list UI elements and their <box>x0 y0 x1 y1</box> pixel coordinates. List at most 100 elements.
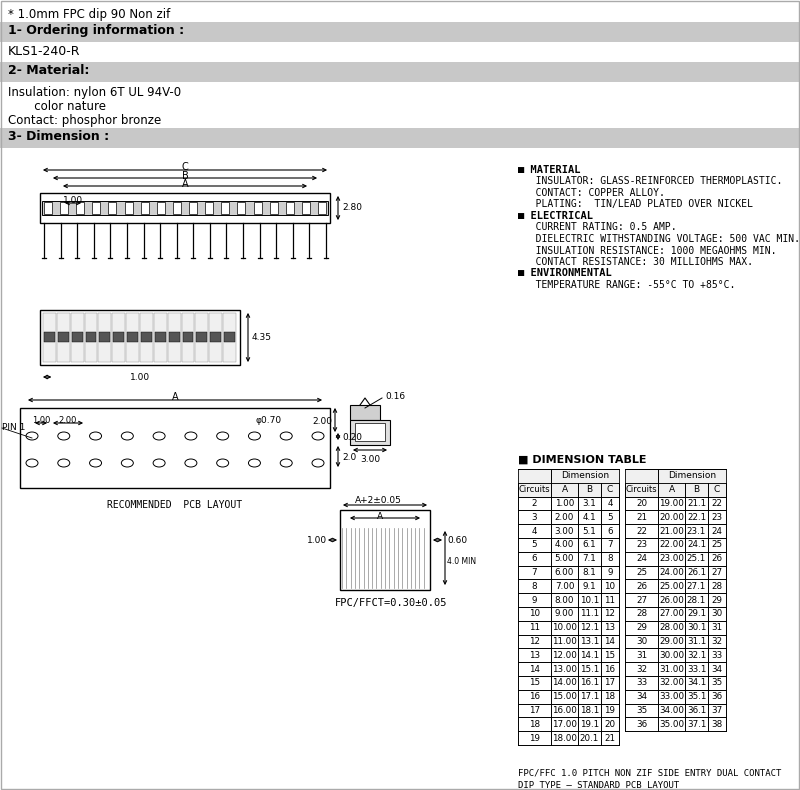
Bar <box>518 621 619 634</box>
Text: 4.0 MIN: 4.0 MIN <box>447 558 476 566</box>
Bar <box>125 202 133 214</box>
Text: 34.1: 34.1 <box>687 679 706 687</box>
Bar <box>20 408 330 488</box>
Text: 36.1: 36.1 <box>687 706 706 715</box>
Text: 26.1: 26.1 <box>687 568 706 577</box>
Text: 26.00: 26.00 <box>659 596 684 604</box>
Ellipse shape <box>312 459 324 467</box>
Text: Contact: phosphor bronze: Contact: phosphor bronze <box>8 114 162 127</box>
Text: A: A <box>669 485 674 495</box>
Bar <box>182 332 194 342</box>
Text: 17.1: 17.1 <box>580 692 599 702</box>
Bar <box>189 202 197 214</box>
Text: 20: 20 <box>636 499 647 508</box>
Text: 21.1: 21.1 <box>687 499 706 508</box>
Text: 6.1: 6.1 <box>582 540 596 549</box>
Text: 22: 22 <box>711 499 722 508</box>
Text: 25: 25 <box>711 540 722 549</box>
Text: 4: 4 <box>532 527 538 536</box>
Bar <box>126 313 139 362</box>
Text: 19: 19 <box>605 706 615 715</box>
Bar <box>625 469 726 483</box>
Text: 8: 8 <box>532 581 538 591</box>
Bar <box>223 313 236 362</box>
Text: 24.1: 24.1 <box>687 540 706 549</box>
Text: 21.00: 21.00 <box>659 527 684 536</box>
Text: 33: 33 <box>711 651 722 660</box>
Text: 25.00: 25.00 <box>659 581 684 591</box>
Bar <box>210 332 221 342</box>
Ellipse shape <box>90 459 102 467</box>
Text: 15: 15 <box>529 679 540 687</box>
Text: 28: 28 <box>711 581 722 591</box>
Ellipse shape <box>122 459 134 467</box>
Text: 20: 20 <box>605 720 615 729</box>
Text: 35: 35 <box>711 679 722 687</box>
Ellipse shape <box>280 432 292 440</box>
Text: FPC/FFC 1.0 PITCH NON ZIF SIDE ENTRY DUAL CONTACT: FPC/FFC 1.0 PITCH NON ZIF SIDE ENTRY DUA… <box>518 769 782 778</box>
Text: CURRENT RATING: 0.5 AMP.: CURRENT RATING: 0.5 AMP. <box>518 223 677 232</box>
Bar <box>518 551 619 566</box>
Bar <box>0 22 800 42</box>
Text: 13.00: 13.00 <box>552 664 577 674</box>
Text: color nature: color nature <box>8 100 106 113</box>
Text: 6.00: 6.00 <box>555 568 574 577</box>
Text: Insulation: nylon 6T UL 94V-0: Insulation: nylon 6T UL 94V-0 <box>8 86 181 99</box>
Text: 3.00: 3.00 <box>554 527 574 536</box>
Text: A: A <box>562 485 567 495</box>
Bar <box>625 551 726 566</box>
Text: 7.00: 7.00 <box>554 581 574 591</box>
Text: 21: 21 <box>605 734 615 743</box>
Bar <box>518 676 619 690</box>
Text: A: A <box>377 512 383 521</box>
Text: 32.00: 32.00 <box>659 679 684 687</box>
Bar <box>518 510 619 525</box>
Text: 0.60: 0.60 <box>447 536 467 545</box>
Text: 24: 24 <box>711 527 722 536</box>
Text: 22.00: 22.00 <box>659 540 684 549</box>
Bar <box>625 717 726 732</box>
Bar <box>625 634 726 649</box>
Bar <box>40 310 240 365</box>
Bar <box>625 593 726 607</box>
Text: 1.00: 1.00 <box>63 196 83 205</box>
Text: 18: 18 <box>605 692 615 702</box>
Text: 9: 9 <box>532 596 538 604</box>
Text: 4: 4 <box>607 499 613 508</box>
Bar <box>169 332 179 342</box>
Bar <box>518 662 619 676</box>
Bar <box>350 405 380 420</box>
Bar <box>42 201 328 215</box>
Text: FPC/FFCT=0.30±0.05: FPC/FFCT=0.30±0.05 <box>335 598 447 608</box>
Text: A: A <box>182 179 188 189</box>
Bar <box>518 469 619 483</box>
Text: 31: 31 <box>711 623 722 632</box>
Bar <box>318 202 326 214</box>
Text: 9: 9 <box>607 568 613 577</box>
Text: ■ MATERIAL: ■ MATERIAL <box>518 165 581 175</box>
Text: DIP TYPE – STANDARD PCB LAYOUT: DIP TYPE – STANDARD PCB LAYOUT <box>518 781 679 790</box>
Text: 26: 26 <box>636 581 647 591</box>
Text: 11.1: 11.1 <box>580 609 599 619</box>
Text: 28.00: 28.00 <box>659 623 684 632</box>
Text: 9.00: 9.00 <box>555 609 574 619</box>
Text: 11.00: 11.00 <box>552 637 577 646</box>
Bar <box>350 420 390 445</box>
Text: 7.1: 7.1 <box>582 555 596 563</box>
Text: 12.00: 12.00 <box>552 651 577 660</box>
Bar <box>141 202 149 214</box>
Text: 30: 30 <box>636 637 647 646</box>
Text: 10: 10 <box>605 581 615 591</box>
Text: 23.00: 23.00 <box>659 555 684 563</box>
Text: 18.1: 18.1 <box>580 706 599 715</box>
Bar <box>155 332 166 342</box>
Bar <box>625 690 726 704</box>
Ellipse shape <box>153 459 165 467</box>
Text: 28: 28 <box>636 609 647 619</box>
Text: 1.00: 1.00 <box>307 536 327 545</box>
Text: * 1.0mm FPC dip 90 Non zif: * 1.0mm FPC dip 90 Non zif <box>8 8 170 21</box>
Text: 0.16: 0.16 <box>385 392 405 401</box>
Text: 2: 2 <box>532 499 538 508</box>
Text: A+2±0.05: A+2±0.05 <box>355 496 402 505</box>
Text: 14.00: 14.00 <box>552 679 577 687</box>
